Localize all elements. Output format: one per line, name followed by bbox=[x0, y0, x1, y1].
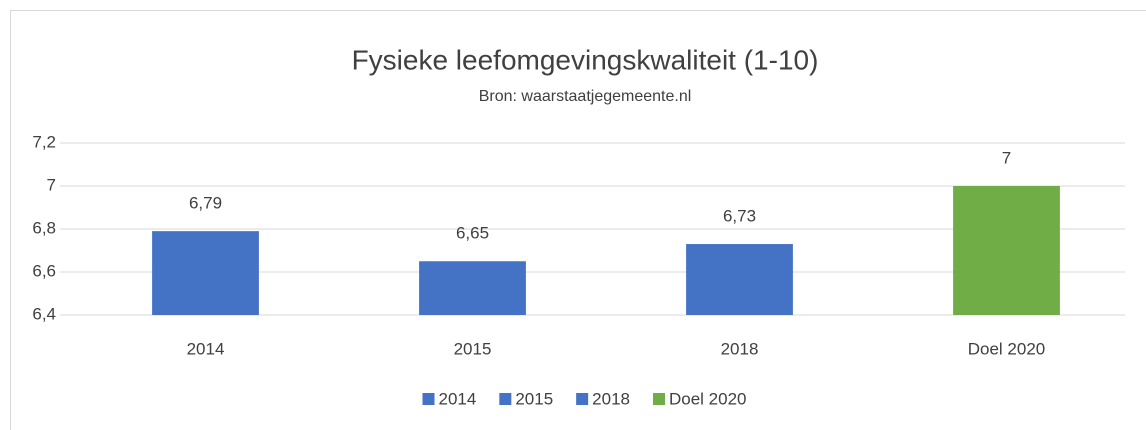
data-label: 6,79 bbox=[189, 194, 222, 213]
bar bbox=[686, 244, 793, 315]
legend-swatch bbox=[576, 393, 589, 405]
bar bbox=[953, 186, 1060, 315]
data-label: 6,65 bbox=[456, 224, 489, 243]
chart-subtitle: Bron: waarstaatjegemeente.nl bbox=[479, 88, 692, 105]
y-tick-label: 6,4 bbox=[32, 304, 56, 323]
data-label: 6,73 bbox=[723, 207, 756, 226]
legend-label: 2014 bbox=[439, 389, 477, 408]
legend-label: 2015 bbox=[515, 389, 553, 408]
x-tick-label: 2014 bbox=[187, 339, 225, 358]
y-tick-label: 7 bbox=[47, 175, 56, 194]
y-tick-label: 6,6 bbox=[32, 261, 56, 280]
x-tick-label: 2015 bbox=[454, 339, 492, 358]
legend-label: 2018 bbox=[592, 389, 630, 408]
x-tick-label: Doel 2020 bbox=[968, 339, 1046, 358]
legend-label: Doel 2020 bbox=[669, 389, 747, 408]
bar bbox=[152, 231, 259, 315]
y-tick-label: 6,8 bbox=[32, 218, 56, 237]
data-label: 7 bbox=[1002, 148, 1011, 167]
legend-swatch bbox=[422, 393, 435, 405]
legend-swatch bbox=[652, 393, 665, 405]
chart-title: Fysieke leefomgevingskwaliteit (1-10) bbox=[352, 44, 819, 75]
legend-swatch bbox=[499, 393, 512, 405]
bar bbox=[419, 261, 526, 315]
x-tick-label: 2018 bbox=[721, 339, 759, 358]
y-tick-label: 7,2 bbox=[32, 132, 56, 151]
